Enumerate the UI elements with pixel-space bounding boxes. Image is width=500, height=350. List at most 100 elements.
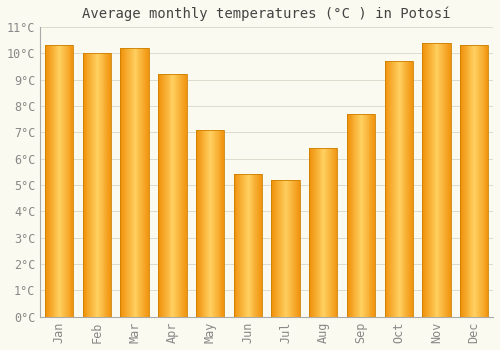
Bar bbox=[463, 45, 464, 317]
Bar bbox=[130, 48, 131, 317]
Bar bbox=[196, 130, 224, 317]
Bar bbox=[176, 74, 177, 317]
Bar bbox=[197, 130, 198, 317]
Bar bbox=[83, 53, 84, 317]
Bar bbox=[61, 45, 62, 317]
Bar bbox=[443, 43, 444, 317]
Bar bbox=[170, 74, 172, 317]
Bar bbox=[334, 148, 336, 317]
Bar bbox=[292, 180, 293, 317]
Bar bbox=[436, 43, 438, 317]
Bar bbox=[315, 148, 316, 317]
Bar bbox=[468, 45, 469, 317]
Bar bbox=[352, 114, 354, 317]
Bar bbox=[246, 174, 247, 317]
Bar bbox=[260, 174, 261, 317]
Bar bbox=[391, 61, 392, 317]
Bar bbox=[248, 174, 249, 317]
Bar bbox=[122, 48, 124, 317]
Bar bbox=[199, 130, 200, 317]
Bar bbox=[163, 74, 164, 317]
Bar bbox=[372, 114, 374, 317]
Bar bbox=[95, 53, 96, 317]
Bar bbox=[200, 130, 202, 317]
Bar bbox=[398, 61, 400, 317]
Bar bbox=[442, 43, 443, 317]
Bar bbox=[327, 148, 328, 317]
Bar bbox=[324, 148, 325, 317]
Bar bbox=[48, 45, 49, 317]
Bar bbox=[279, 180, 280, 317]
Bar bbox=[158, 74, 186, 317]
Bar bbox=[313, 148, 314, 317]
Bar bbox=[430, 43, 431, 317]
Bar bbox=[240, 174, 241, 317]
Bar bbox=[128, 48, 129, 317]
Bar bbox=[424, 43, 425, 317]
Bar bbox=[181, 74, 182, 317]
Bar bbox=[58, 45, 59, 317]
Bar bbox=[460, 45, 488, 317]
Bar bbox=[159, 74, 160, 317]
Title: Average monthly temperatures (°C ) in Potosí: Average monthly temperatures (°C ) in Po… bbox=[82, 7, 451, 21]
Bar bbox=[277, 180, 278, 317]
Bar bbox=[261, 174, 262, 317]
Bar bbox=[102, 53, 104, 317]
Bar bbox=[434, 43, 436, 317]
Bar bbox=[359, 114, 360, 317]
Bar bbox=[202, 130, 203, 317]
Bar bbox=[236, 174, 238, 317]
Bar bbox=[386, 61, 388, 317]
Bar bbox=[161, 74, 162, 317]
Bar bbox=[432, 43, 434, 317]
Bar bbox=[50, 45, 51, 317]
Bar bbox=[310, 148, 311, 317]
Bar bbox=[410, 61, 411, 317]
Bar bbox=[462, 45, 463, 317]
Bar bbox=[238, 174, 240, 317]
Bar bbox=[311, 148, 312, 317]
Bar bbox=[242, 174, 243, 317]
Bar bbox=[213, 130, 214, 317]
Bar bbox=[465, 45, 466, 317]
Bar bbox=[362, 114, 363, 317]
Bar bbox=[484, 45, 486, 317]
Bar bbox=[329, 148, 330, 317]
Bar bbox=[428, 43, 429, 317]
Bar bbox=[394, 61, 395, 317]
Bar bbox=[180, 74, 181, 317]
Bar bbox=[328, 148, 329, 317]
Bar bbox=[63, 45, 64, 317]
Bar bbox=[141, 48, 142, 317]
Bar bbox=[326, 148, 327, 317]
Bar bbox=[444, 43, 445, 317]
Bar bbox=[275, 180, 276, 317]
Bar bbox=[100, 53, 102, 317]
Bar bbox=[220, 130, 222, 317]
Bar bbox=[216, 130, 218, 317]
Bar bbox=[143, 48, 144, 317]
Bar bbox=[72, 45, 74, 317]
Bar bbox=[215, 130, 216, 317]
Bar bbox=[142, 48, 143, 317]
Bar bbox=[204, 130, 206, 317]
Bar bbox=[409, 61, 410, 317]
Bar bbox=[390, 61, 391, 317]
Bar bbox=[348, 114, 350, 317]
Bar bbox=[212, 130, 213, 317]
Bar bbox=[166, 74, 168, 317]
Bar bbox=[45, 45, 74, 317]
Bar bbox=[124, 48, 125, 317]
Bar bbox=[243, 174, 244, 317]
Bar bbox=[208, 130, 209, 317]
Bar bbox=[288, 180, 290, 317]
Bar bbox=[364, 114, 365, 317]
Bar bbox=[247, 174, 248, 317]
Bar bbox=[47, 45, 48, 317]
Bar bbox=[158, 74, 159, 317]
Bar bbox=[486, 45, 488, 317]
Bar bbox=[218, 130, 220, 317]
Bar bbox=[196, 130, 197, 317]
Bar bbox=[336, 148, 338, 317]
Bar bbox=[178, 74, 179, 317]
